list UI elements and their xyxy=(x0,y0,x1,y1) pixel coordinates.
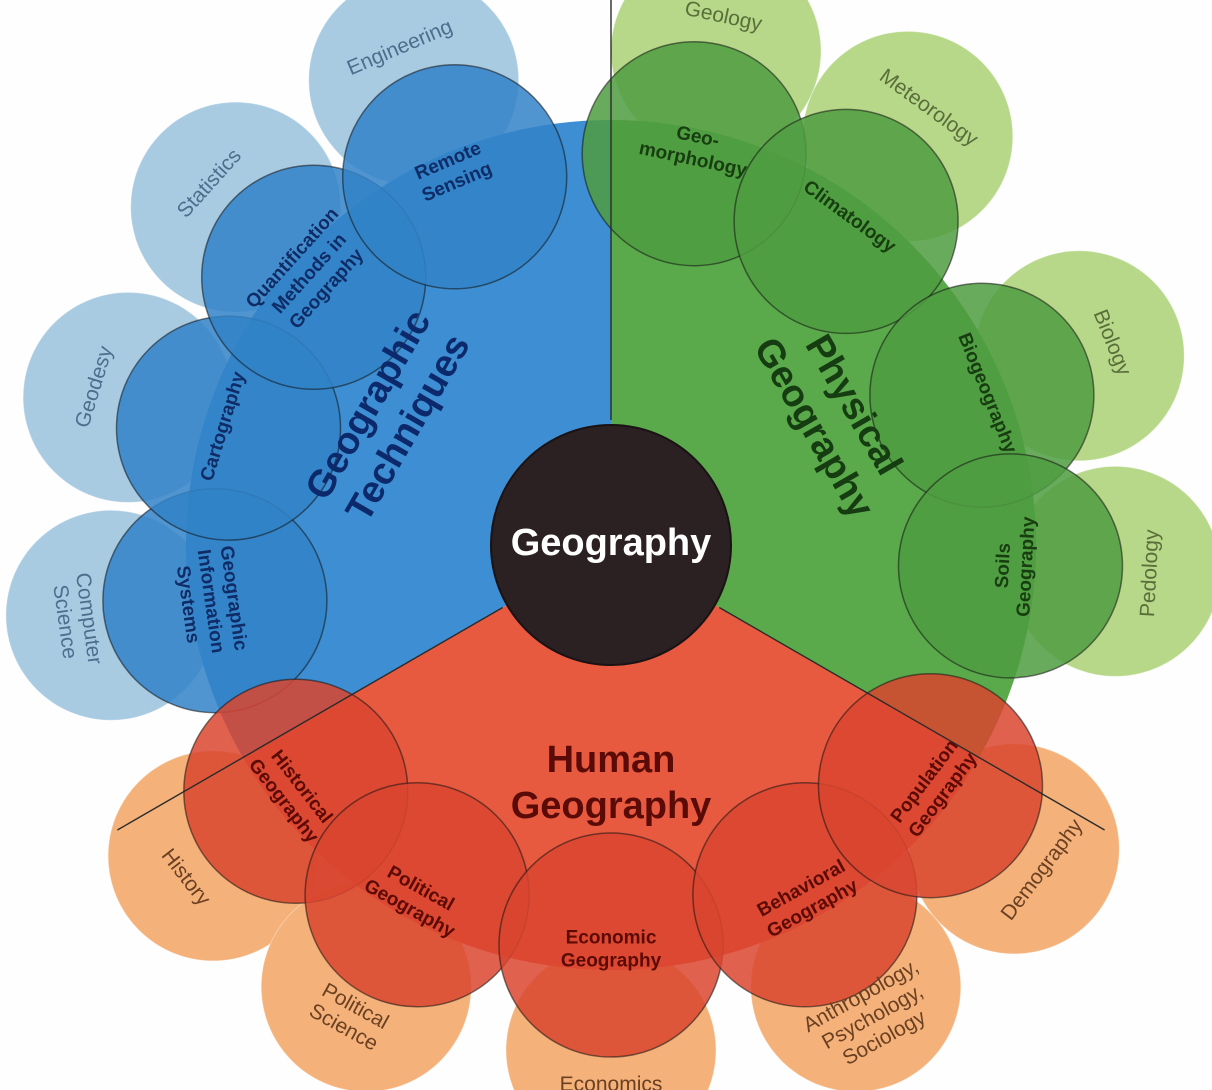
branch-label-human-geography: Human Geography xyxy=(511,739,712,827)
divider-line xyxy=(718,606,1105,831)
center-label: Geography xyxy=(511,522,712,564)
inner-circle-remote-sensing xyxy=(341,64,568,290)
inner-circles xyxy=(102,40,1124,1058)
divider-lines xyxy=(117,0,1105,831)
center-circle xyxy=(490,424,732,666)
inner-circle-climatology xyxy=(733,108,959,335)
inner-circle-population-geography xyxy=(817,672,1044,899)
outer-label-economics-line: Economics xyxy=(560,1073,663,1090)
branch-label-human-geography-line: Geography xyxy=(511,785,712,827)
outer-label-economics: Economics xyxy=(560,1073,663,1090)
outer-label-pedology: Pedology xyxy=(1136,528,1164,617)
center-group: Geography xyxy=(490,424,732,666)
branch-label-human-geography-line: Human xyxy=(547,739,676,781)
divider-line xyxy=(117,606,504,831)
inner-label-economic-geography-line: Economic xyxy=(566,928,657,949)
inner-label-economic-geography-line: Geography xyxy=(561,951,662,972)
outer-label-pedology-line: Pedology xyxy=(1136,528,1164,617)
inner-label-soils-geography-line: Soils xyxy=(992,542,1015,588)
inner-circle-soils-geography xyxy=(897,453,1124,679)
inner-label-economic-geography: Economic Geography xyxy=(561,928,662,972)
